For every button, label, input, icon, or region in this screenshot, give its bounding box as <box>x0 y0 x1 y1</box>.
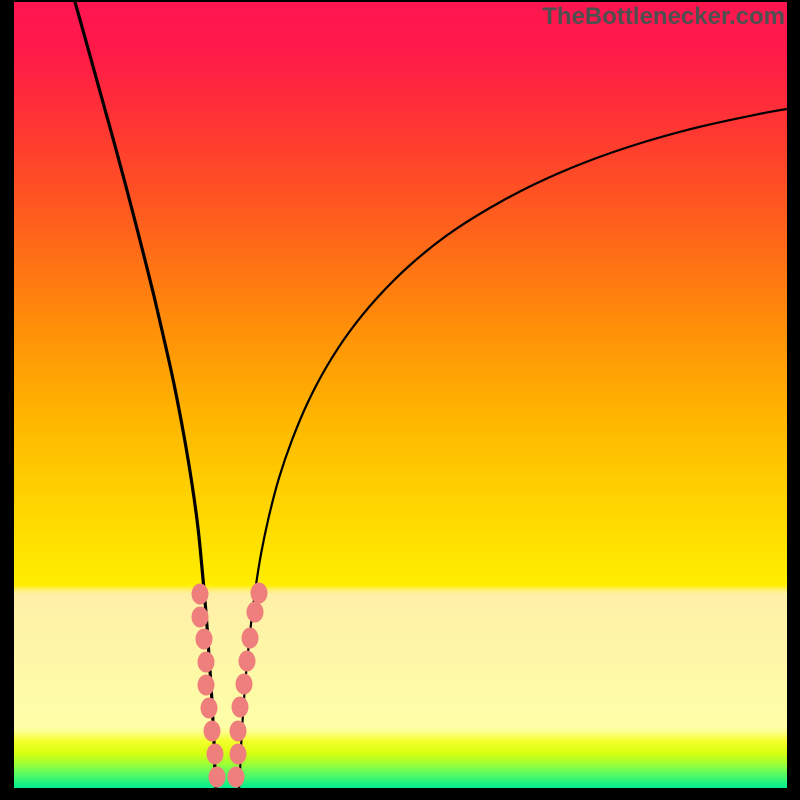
data-marker <box>228 767 245 788</box>
data-marker <box>247 602 264 623</box>
data-marker <box>239 651 256 672</box>
data-marker <box>207 744 224 765</box>
data-marker <box>236 674 253 695</box>
data-marker <box>230 721 247 742</box>
data-marker <box>192 584 209 605</box>
curve-path <box>75 2 216 788</box>
data-marker <box>251 583 268 604</box>
data-marker <box>242 628 259 649</box>
data-marker <box>232 697 249 718</box>
curve-path <box>239 109 787 788</box>
data-marker <box>230 744 247 765</box>
data-marker <box>198 652 215 673</box>
data-marker <box>209 767 226 788</box>
data-marker <box>198 675 215 696</box>
data-marker <box>196 629 213 650</box>
chart-overlay <box>14 2 787 788</box>
watermark-text: TheBottlenecker.com <box>542 3 785 31</box>
data-marker <box>192 607 209 628</box>
data-marker <box>204 721 221 742</box>
data-marker <box>201 698 218 719</box>
